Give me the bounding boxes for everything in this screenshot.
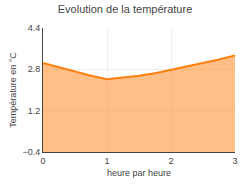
svg-text:4.4: 4.4 [28, 23, 41, 33]
svg-text:Evolution de la température: Evolution de la température [58, 3, 193, 15]
svg-text:2: 2 [168, 156, 173, 166]
svg-text:Température en °C: Température en °C [8, 52, 18, 128]
svg-text:2.8: 2.8 [28, 64, 41, 74]
svg-text:3: 3 [232, 156, 237, 166]
svg-text:0: 0 [40, 156, 45, 166]
svg-text:1.2: 1.2 [28, 106, 41, 116]
svg-text:−0.4: −0.4 [22, 147, 40, 157]
svg-text:1: 1 [104, 156, 109, 166]
svg-text:heure par heure: heure par heure [107, 168, 171, 178]
